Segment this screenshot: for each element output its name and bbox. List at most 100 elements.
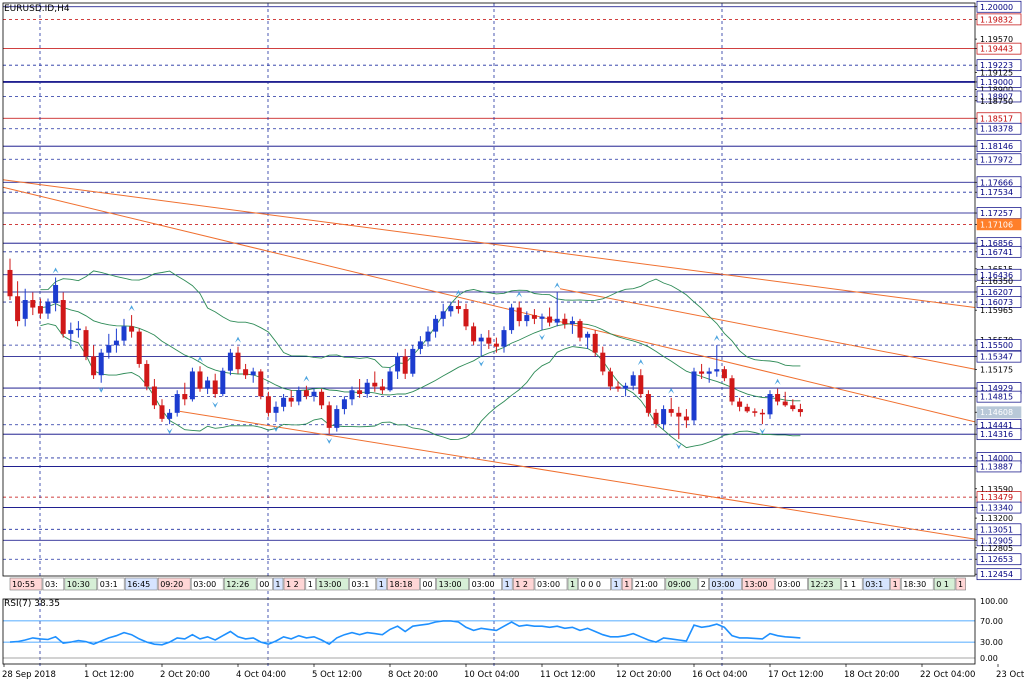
rsi-line[interactable] <box>9 620 801 646</box>
candle-body-98[interactable] <box>752 411 758 413</box>
candle-body-36[interactable] <box>281 397 287 407</box>
candle-body-55[interactable] <box>425 331 431 342</box>
candle-body-91[interactable] <box>699 371 705 374</box>
candle-body-7[interactable] <box>60 300 66 334</box>
candle-body-69[interactable] <box>531 315 537 319</box>
candle-body-52[interactable] <box>402 356 408 374</box>
candle-body-31[interactable] <box>243 369 249 376</box>
candle-body-100[interactable] <box>767 394 773 415</box>
candle-body-87[interactable] <box>668 409 674 413</box>
candle-body-59[interactable] <box>455 306 461 310</box>
candle-body-21[interactable] <box>167 412 173 419</box>
candle-body-26[interactable] <box>205 380 211 389</box>
candle-body-22[interactable] <box>174 394 180 413</box>
candle-body-80[interactable] <box>615 386 621 389</box>
candle-body-78[interactable] <box>600 352 606 372</box>
candle-body-28[interactable] <box>220 370 226 395</box>
candle-body-83[interactable] <box>638 375 644 395</box>
candle-body-72[interactable] <box>554 318 560 323</box>
candle-body-45[interactable] <box>349 390 355 400</box>
candle-body-64[interactable] <box>493 343 499 347</box>
candle-body-66[interactable] <box>509 307 515 331</box>
candle-body-75[interactable] <box>577 321 583 338</box>
candle-body-81[interactable] <box>623 385 629 389</box>
candle-body-84[interactable] <box>645 394 651 413</box>
candle-body-43[interactable] <box>334 409 340 428</box>
candle-body-103[interactable] <box>790 405 796 410</box>
candle-body-49[interactable] <box>379 386 385 391</box>
candle-body-17[interactable] <box>136 331 142 364</box>
candle-body-1[interactable] <box>15 296 21 322</box>
candle-body-62[interactable] <box>478 337 484 342</box>
candle-body-12[interactable] <box>98 352 104 376</box>
candle-body-16[interactable] <box>129 326 135 332</box>
candle-body-14[interactable] <box>113 340 119 346</box>
candle-body-27[interactable] <box>212 380 218 395</box>
candle-body-9[interactable] <box>75 328 81 331</box>
candle-body-88[interactable] <box>676 412 682 417</box>
candle-body-34[interactable] <box>265 396 271 413</box>
candle-body-11[interactable] <box>91 356 97 376</box>
candle-body-95[interactable] <box>729 378 735 402</box>
candle-body-35[interactable] <box>273 406 279 413</box>
candle-body-41[interactable] <box>319 391 325 406</box>
candle-body-56[interactable] <box>433 318 439 332</box>
candlesticks[interactable] <box>7 258 803 440</box>
candle-body-102[interactable] <box>782 401 788 406</box>
candle-body-86[interactable] <box>661 409 667 425</box>
candle-body-57[interactable] <box>440 311 446 319</box>
candle-body-96[interactable] <box>737 401 743 407</box>
candle-body-4[interactable] <box>37 306 43 314</box>
candle-body-67[interactable] <box>516 307 522 322</box>
candle-body-90[interactable] <box>691 371 697 421</box>
candle-body-51[interactable] <box>395 356 401 372</box>
candle-body-73[interactable] <box>562 318 568 325</box>
candle-body-25[interactable] <box>197 371 203 389</box>
candle-body-15[interactable] <box>121 326 127 341</box>
candle-body-70[interactable] <box>539 316 545 319</box>
candle-body-97[interactable] <box>744 406 750 412</box>
candle-body-101[interactable] <box>775 394 781 402</box>
candle-body-44[interactable] <box>341 399 347 410</box>
candle-body-19[interactable] <box>151 386 157 406</box>
candle-body-32[interactable] <box>250 371 256 376</box>
candle-body-24[interactable] <box>189 371 195 400</box>
candle-body-13[interactable] <box>106 345 112 353</box>
candle-body-104[interactable] <box>797 409 803 413</box>
candle-body-33[interactable] <box>258 371 264 397</box>
candle-body-50[interactable] <box>387 371 393 391</box>
candle-body-2[interactable] <box>22 300 28 319</box>
candle-body-39[interactable] <box>303 390 309 397</box>
candle-body-40[interactable] <box>311 391 317 397</box>
candle-body-71[interactable] <box>547 316 553 323</box>
candle-body-0[interactable] <box>7 269 13 297</box>
candle-body-93[interactable] <box>714 369 720 372</box>
candle-body-99[interactable] <box>759 412 765 415</box>
candle-body-10[interactable] <box>83 330 89 357</box>
candle-body-63[interactable] <box>486 337 492 344</box>
candle-body-61[interactable] <box>471 326 477 342</box>
candle-body-3[interactable] <box>30 300 36 308</box>
candle-body-37[interactable] <box>288 397 294 402</box>
candle-body-76[interactable] <box>585 333 591 338</box>
candle-body-23[interactable] <box>182 394 188 400</box>
candle-body-58[interactable] <box>448 306 454 312</box>
candle-body-53[interactable] <box>410 348 416 374</box>
candle-body-48[interactable] <box>372 382 378 387</box>
candle-body-85[interactable] <box>653 412 659 425</box>
candle-body-68[interactable] <box>524 315 530 322</box>
candle-body-38[interactable] <box>296 390 302 402</box>
candle-body-82[interactable] <box>630 375 636 386</box>
candle-body-92[interactable] <box>706 371 712 374</box>
candle-body-79[interactable] <box>607 371 613 387</box>
candle-body-65[interactable] <box>501 330 507 347</box>
candle-body-89[interactable] <box>683 416 689 421</box>
candle-body-60[interactable] <box>463 309 469 327</box>
candle-body-29[interactable] <box>227 352 233 371</box>
candle-body-8[interactable] <box>68 330 74 334</box>
candle-body-54[interactable] <box>417 341 423 349</box>
candle-body-42[interactable] <box>326 405 332 428</box>
candle-body-20[interactable] <box>159 405 165 419</box>
candle-body-18[interactable] <box>144 363 150 387</box>
